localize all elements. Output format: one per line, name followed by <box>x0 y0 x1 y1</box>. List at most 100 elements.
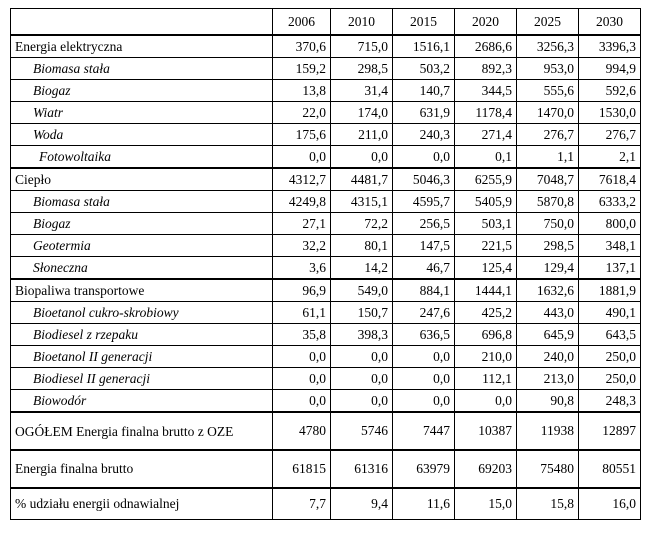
value-cell: 140,7 <box>392 79 455 102</box>
table-row: Biodiesel II generacji 0,0 0,0 0,0 112,1 213,… <box>10 367 641 390</box>
value-cell: 0,0 <box>392 389 455 413</box>
value-cell: 298,5 <box>516 234 579 257</box>
value-cell: 240,3 <box>392 123 455 146</box>
row-label: Energia finalna brutto <box>10 449 273 489</box>
value-cell: 35,8 <box>272 323 331 346</box>
value-cell: 298,5 <box>330 57 393 80</box>
table-row: OGÓŁEM Energia finalna brutto z OZE 4780 5… <box>10 411 641 451</box>
value-cell: 7,7 <box>272 487 331 520</box>
value-cell: 7048,7 <box>516 167 579 191</box>
table-row: Woda 175,6 211,0 240,3 271,4 276,7 276,7 <box>10 123 641 146</box>
value-cell: 147,5 <box>392 234 455 257</box>
value-cell: 645,9 <box>516 323 579 346</box>
table-row: Fotowoltaika 0,0 0,0 0,0 0,1 1,1 2,1 <box>10 145 641 169</box>
value-cell: 0,0 <box>392 345 455 368</box>
value-cell: 3256,3 <box>516 34 579 58</box>
value-cell: 490,1 <box>578 301 641 324</box>
value-cell: 1,1 <box>516 145 579 169</box>
row-label: Woda <box>10 123 273 146</box>
value-cell: 994,9 <box>578 57 641 80</box>
value-cell: 1632,6 <box>516 278 579 302</box>
value-cell: 1444,1 <box>454 278 517 302</box>
value-cell: 9,4 <box>330 487 393 520</box>
value-cell: 800,0 <box>578 212 641 235</box>
value-cell: 240,0 <box>516 345 579 368</box>
value-cell: 250,0 <box>578 345 641 368</box>
value-cell: 0,0 <box>272 345 331 368</box>
value-cell: 5405,9 <box>454 190 517 213</box>
value-cell: 1516,1 <box>392 34 455 58</box>
table-row: Biomasa stała 4249,8 4315,1 4595,7 5405,9 587… <box>10 190 641 213</box>
header-row: 2006 2010 2015 2020 2025 2030 <box>10 8 641 36</box>
value-cell: 61,1 <box>272 301 331 324</box>
value-cell: 549,0 <box>330 278 393 302</box>
value-cell: 2,1 <box>578 145 641 169</box>
value-cell: 4595,7 <box>392 190 455 213</box>
value-cell: 22,0 <box>272 101 331 124</box>
row-label: Biowodór <box>10 389 273 413</box>
value-cell: 256,5 <box>392 212 455 235</box>
value-cell: 90,8 <box>516 389 579 413</box>
row-label: Fotowoltaika <box>10 145 273 169</box>
value-cell: 1881,9 <box>578 278 641 302</box>
value-cell: 32,2 <box>272 234 331 257</box>
table-row: Słoneczna 3,6 14,2 46,7 125,4 129,4 137,1 <box>10 256 641 280</box>
value-cell: 247,6 <box>392 301 455 324</box>
value-cell: 696,8 <box>454 323 517 346</box>
value-cell: 631,9 <box>392 101 455 124</box>
row-label: Energia elektryczna <box>10 34 273 58</box>
table-row: Geotermia 32,2 80,1 147,5 221,5 298,5 348,1 <box>10 234 641 257</box>
value-cell: 1530,0 <box>578 101 641 124</box>
value-cell: 129,4 <box>516 256 579 280</box>
value-cell: 7447 <box>392 411 455 451</box>
value-cell: 7618,4 <box>578 167 641 191</box>
row-label: Biodiesel II generacji <box>10 367 273 390</box>
value-cell: 2686,6 <box>454 34 517 58</box>
value-cell: 80551 <box>578 449 641 489</box>
value-cell: 175,6 <box>272 123 331 146</box>
value-cell: 4780 <box>272 411 331 451</box>
row-label: % udziału energii odnawialnej <box>10 487 273 520</box>
value-cell: 0,0 <box>272 389 331 413</box>
value-cell: 75480 <box>516 449 579 489</box>
value-cell: 221,5 <box>454 234 517 257</box>
row-label: Biogaz <box>10 79 273 102</box>
value-cell: 555,6 <box>516 79 579 102</box>
value-cell: 0,0 <box>330 367 393 390</box>
value-cell: 348,1 <box>578 234 641 257</box>
table-row: Biogaz 13,8 31,4 140,7 344,5 555,6 592,6 <box>10 79 641 102</box>
table-row: Biopaliwa transportowe 96,9 549,0 884,1 1444… <box>10 278 641 302</box>
value-cell: 643,5 <box>578 323 641 346</box>
table-row: Bioetanol cukro-skrobiowy 61,1 150,7 247,6 4… <box>10 301 641 324</box>
value-cell: 884,1 <box>392 278 455 302</box>
table-row: Biogaz 27,1 72,2 256,5 503,1 750,0 800,0 <box>10 212 641 235</box>
value-cell: 211,0 <box>330 123 393 146</box>
value-cell: 12897 <box>578 411 641 451</box>
value-cell: 4312,7 <box>272 167 331 191</box>
value-cell: 61316 <box>330 449 393 489</box>
table-row: Energia elektryczna 370,6 715,0 1516,1 2686,… <box>10 34 641 58</box>
value-cell: 46,7 <box>392 256 455 280</box>
value-cell: 0,0 <box>392 145 455 169</box>
header-year-2015: 2015 <box>392 8 455 36</box>
value-cell: 0,0 <box>272 145 331 169</box>
header-year-2006: 2006 <box>272 8 331 36</box>
header-year-2020: 2020 <box>454 8 517 36</box>
value-cell: 344,5 <box>454 79 517 102</box>
table-row: % udziału energii odnawialnej 7,7 9,4 11,6 1… <box>10 487 641 520</box>
row-label: Bioetanol II generacji <box>10 345 273 368</box>
value-cell: 271,4 <box>454 123 517 146</box>
value-cell: 5746 <box>330 411 393 451</box>
value-cell: 16,0 <box>578 487 641 520</box>
value-cell: 953,0 <box>516 57 579 80</box>
value-cell: 0,0 <box>454 389 517 413</box>
value-cell: 125,4 <box>454 256 517 280</box>
row-label: Słoneczna <box>10 256 273 280</box>
value-cell: 15,0 <box>454 487 517 520</box>
value-cell: 0,0 <box>272 367 331 390</box>
row-label: Biopaliwa transportowe <box>10 278 273 302</box>
value-cell: 112,1 <box>454 367 517 390</box>
value-cell: 398,3 <box>330 323 393 346</box>
value-cell: 1178,4 <box>454 101 517 124</box>
value-cell: 27,1 <box>272 212 331 235</box>
